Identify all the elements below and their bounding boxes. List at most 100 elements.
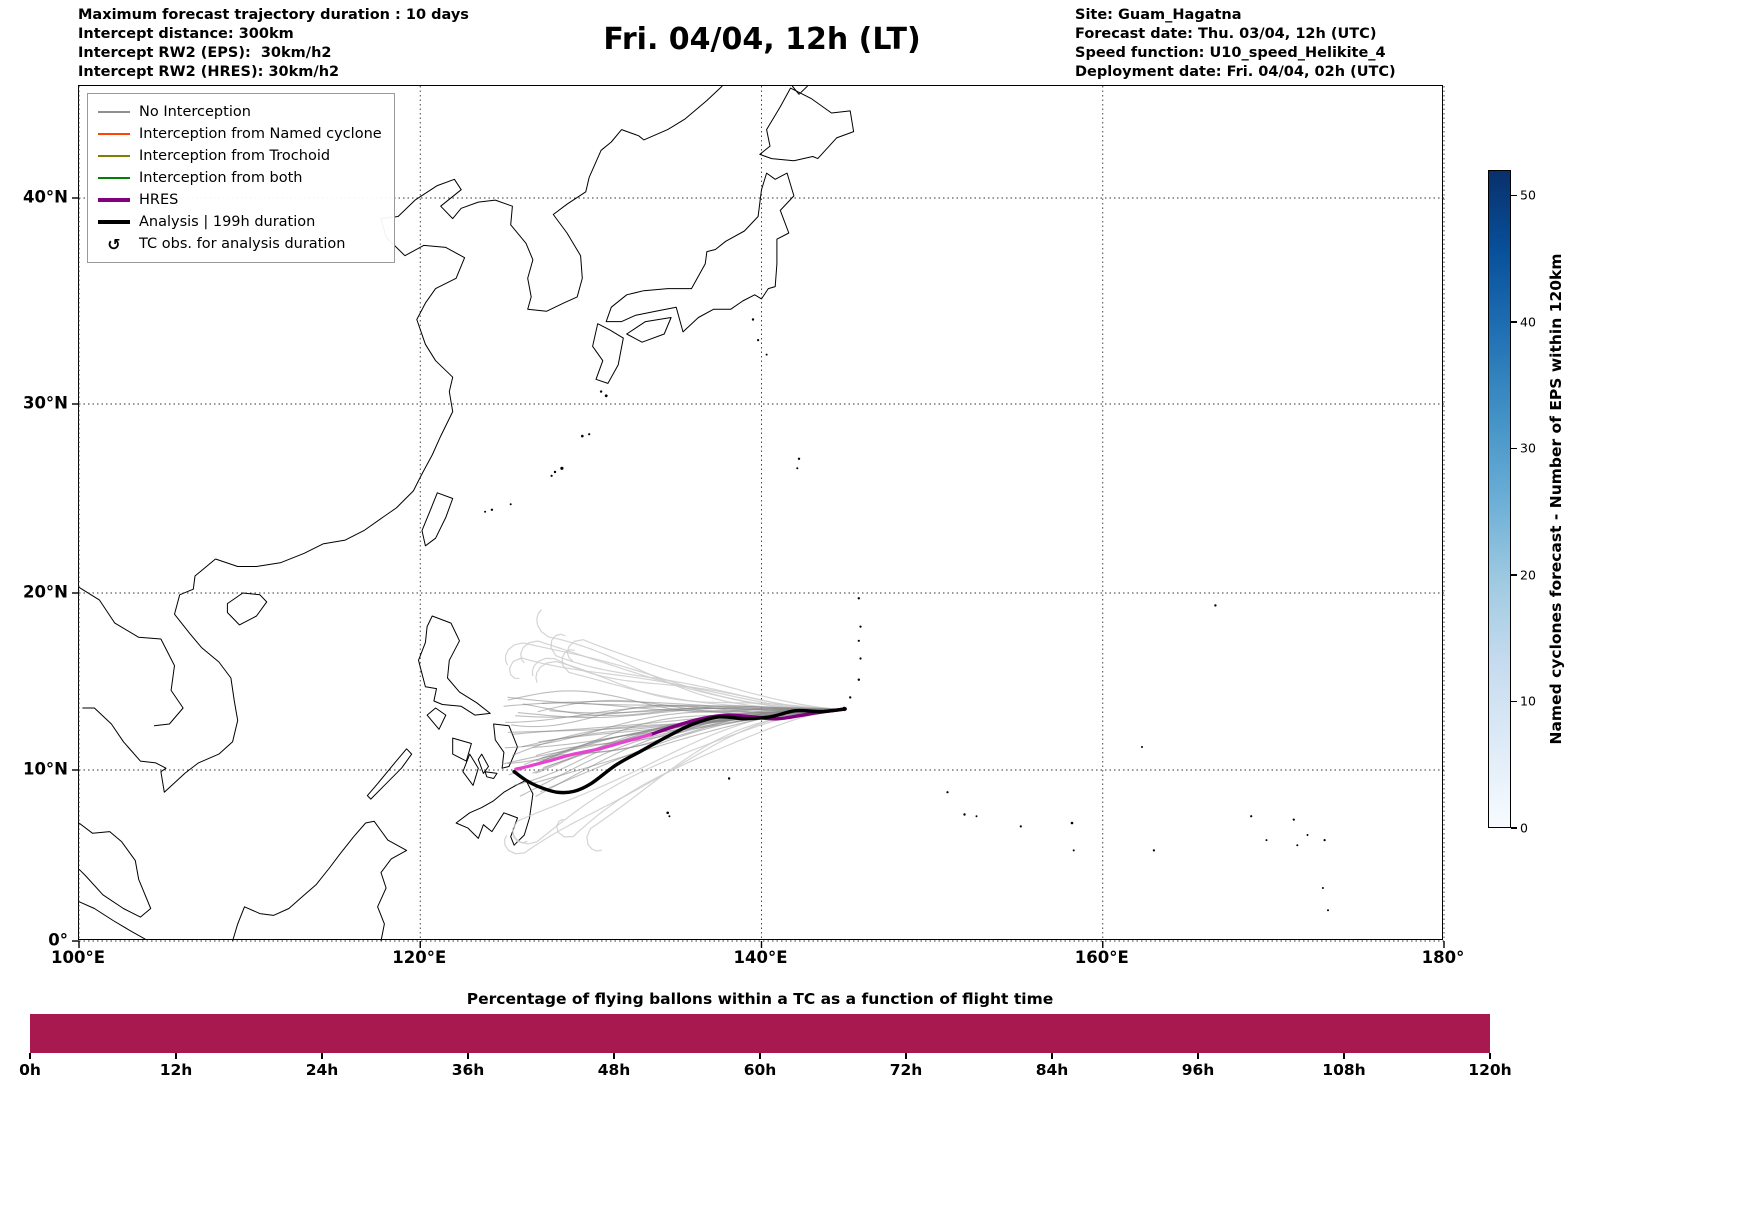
gridlines bbox=[78, 86, 1445, 942]
legend-item: Interception from Trochoid bbox=[98, 145, 382, 167]
legend-item: Interception from both bbox=[98, 167, 382, 189]
coastline-luzon bbox=[418, 615, 491, 716]
lon-tick-label: 180° bbox=[1421, 948, 1465, 967]
time-tick-label: 12h bbox=[159, 1061, 193, 1079]
bottom-chart-title: Percentage of flying ballons within a TC… bbox=[466, 990, 1054, 1008]
lon-tick-label: 120°E bbox=[392, 948, 447, 967]
colorbar-tick-label: 50 bbox=[1520, 187, 1536, 203]
colorbar-tick-label: 10 bbox=[1520, 693, 1536, 709]
site-info-line: Site: Guam_Hagatna bbox=[1075, 7, 1242, 23]
legend-item: Analysis | 199h duration bbox=[98, 211, 382, 233]
colorbar-tick bbox=[1511, 574, 1517, 576]
legend-item: Interception from Named cyclone bbox=[98, 123, 382, 145]
analysis-trajectory bbox=[512, 707, 847, 795]
tc-obs-icon: ↺ bbox=[107, 234, 121, 254]
time-tick bbox=[613, 1053, 615, 1059]
time-tick bbox=[29, 1053, 31, 1059]
legend-label: Interception from Named cyclone bbox=[139, 126, 382, 142]
coastlines bbox=[78, 85, 855, 942]
hres-trajectory bbox=[648, 707, 847, 737]
legend-item: HRES bbox=[98, 189, 382, 211]
time-tick bbox=[905, 1053, 907, 1059]
time-tick-label: 120h bbox=[1468, 1061, 1512, 1079]
legend-line-sample bbox=[98, 133, 130, 135]
time-tick bbox=[321, 1053, 323, 1059]
time-tick-label: 108h bbox=[1322, 1061, 1366, 1079]
colorbar-tick-label: 0 bbox=[1520, 820, 1528, 836]
legend-label: No Interception bbox=[139, 104, 251, 120]
config-line: Intercept distance: 300km bbox=[78, 26, 294, 42]
hres-trajectory-tail bbox=[514, 733, 653, 771]
lon-tick-label: 160°E bbox=[1074, 948, 1129, 967]
coastline-hainan bbox=[226, 592, 268, 626]
time-tick bbox=[467, 1053, 469, 1059]
time-tick-label: 0h bbox=[19, 1061, 41, 1079]
coastline-taiwan bbox=[421, 492, 454, 547]
colorbar-tick bbox=[1511, 827, 1517, 829]
colorbar-tick bbox=[1511, 447, 1517, 450]
site-info-line: Speed function: U10_speed_Helikite_4 bbox=[1075, 45, 1386, 61]
legend-line-sample bbox=[98, 177, 130, 179]
coastline-mindoro bbox=[426, 707, 447, 730]
colorbar bbox=[1488, 170, 1511, 828]
map-legend: No Interception Interception from Named c… bbox=[87, 93, 395, 263]
site-info-line: Forecast date: Thu. 03/04, 12h (UTC) bbox=[1075, 26, 1377, 42]
config-line: Intercept RW2 (HRES): 30km/h2 bbox=[78, 64, 340, 80]
time-tick-label: 96h bbox=[1181, 1061, 1215, 1079]
map-panel: No Interception Interception from Named c… bbox=[72, 85, 1445, 948]
legend-item: ↺ TC obs. for analysis duration bbox=[98, 233, 382, 255]
legend-line-sample bbox=[98, 198, 130, 202]
coastline-kyushu bbox=[592, 323, 624, 384]
run-config-block: Maximum forecast trajectory duration : 1… bbox=[78, 6, 469, 82]
time-tick-label: 84h bbox=[1035, 1061, 1069, 1079]
colorbar-tick bbox=[1511, 700, 1517, 703]
colorbar-tick-label: 20 bbox=[1520, 567, 1536, 583]
time-tick bbox=[1051, 1053, 1053, 1059]
site-info-block: Site: Guam_Hagatna Forecast date: Thu. 03… bbox=[1075, 6, 1396, 82]
lon-tick-label: 140°E bbox=[733, 948, 788, 967]
lat-tick-label: 40°N bbox=[22, 187, 68, 207]
small-islands bbox=[484, 318, 1329, 912]
lat-tick-label: 10°N bbox=[22, 759, 68, 779]
axis-ticks bbox=[72, 197, 1445, 948]
legend-label: HRES bbox=[139, 192, 179, 208]
coastline-negros bbox=[462, 753, 479, 786]
time-tick bbox=[175, 1053, 177, 1059]
time-tick-label: 48h bbox=[597, 1061, 631, 1079]
config-line: Intercept RW2 (EPS): 30km/h2 bbox=[78, 45, 332, 61]
legend-line-sample bbox=[98, 111, 130, 113]
colorbar-tick bbox=[1511, 194, 1517, 196]
coastline-shikoku bbox=[626, 317, 672, 343]
coastline-honshu bbox=[605, 172, 795, 333]
coastline-mindanao bbox=[455, 779, 534, 846]
time-tick-label: 36h bbox=[451, 1061, 485, 1079]
time-tick bbox=[1343, 1053, 1345, 1059]
coastline-malay-peninsula bbox=[78, 822, 152, 918]
legend-label: TC obs. for analysis duration bbox=[139, 236, 346, 252]
coastline-samar-leyte bbox=[493, 723, 518, 769]
flight-time-bar bbox=[30, 1014, 1490, 1053]
time-tick-label: 60h bbox=[743, 1061, 777, 1079]
trajectory-map bbox=[72, 85, 1445, 948]
coastline-mainland-asia bbox=[215, 85, 723, 567]
site-info-line: Deployment date: Fri. 04/04, 02h (UTC) bbox=[1075, 64, 1396, 80]
legend-item: No Interception bbox=[98, 101, 382, 123]
lat-tick-label: 30°N bbox=[22, 393, 68, 413]
time-tick bbox=[1489, 1053, 1491, 1059]
time-tick-label: 72h bbox=[889, 1061, 923, 1079]
coastline-cebu bbox=[477, 753, 489, 774]
coastline-sakhalin-tip bbox=[791, 85, 808, 95]
colorbar-tick-label: 40 bbox=[1520, 314, 1536, 330]
coastline-borneo bbox=[232, 820, 408, 942]
time-tick bbox=[1197, 1053, 1199, 1059]
legend-label: Analysis | 199h duration bbox=[139, 214, 316, 230]
legend-label: Interception from Trochoid bbox=[139, 148, 331, 164]
coastline-panay bbox=[452, 737, 472, 762]
coastline-vietnam-indochina bbox=[82, 558, 239, 793]
lat-tick-label: 0° bbox=[48, 930, 68, 950]
legend-label: Interception from both bbox=[139, 170, 303, 186]
colorbar-tick bbox=[1511, 321, 1517, 323]
coastline-bohol bbox=[484, 771, 498, 779]
colorbar-label: Named cyclones forecast - Number of EPS … bbox=[1547, 253, 1565, 745]
coastline-indochina-border bbox=[78, 586, 184, 727]
